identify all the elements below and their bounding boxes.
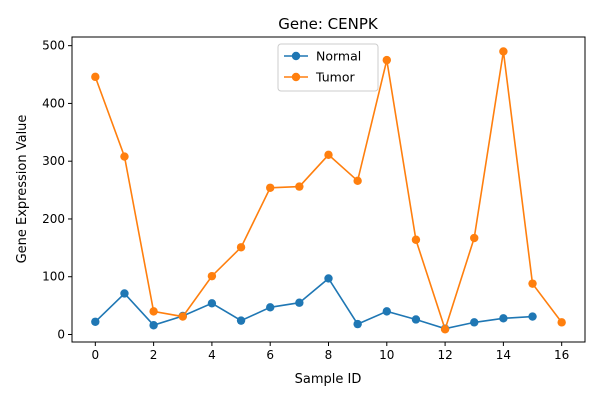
- data-point-normal: [528, 312, 537, 321]
- series-line-normal: [94, 277, 533, 330]
- y-axis-label: Gene Expression Value: [15, 115, 30, 264]
- data-point-normal: [149, 321, 158, 330]
- x-tick-label: 4: [208, 348, 216, 362]
- data-point-normal: [236, 316, 246, 325]
- x-tick-label: 14: [496, 348, 511, 362]
- data-point-normal: [266, 303, 275, 312]
- y-tick-label: 100: [42, 270, 65, 284]
- data-point-normal: [207, 299, 217, 308]
- data-point-tumor: [557, 318, 566, 327]
- y-tick-label: 500: [42, 39, 65, 53]
- data-point-tumor: [207, 271, 217, 281]
- data-point-normal: [295, 298, 304, 307]
- x-tick-label: 12: [437, 348, 452, 362]
- data-point-normal: [91, 317, 100, 326]
- data-point-tumor: [120, 152, 129, 161]
- data-point-tumor: [470, 233, 479, 243]
- x-tick-label: 10: [379, 348, 394, 362]
- data-point-tumor: [528, 279, 537, 288]
- data-point-tumor: [236, 243, 246, 252]
- y-tick-label: 200: [42, 212, 65, 226]
- y-tick-label: 400: [42, 96, 65, 110]
- x-tick-label: 8: [325, 348, 333, 362]
- data-point-tumor: [295, 182, 304, 191]
- y-tick-label: 300: [42, 154, 65, 168]
- data-point-normal: [120, 289, 129, 298]
- data-point-tumor: [324, 150, 333, 160]
- legend-marker-normal: [291, 51, 301, 61]
- data-point-tumor: [353, 176, 362, 186]
- data-point-tumor: [178, 312, 187, 321]
- x-tick-label: 16: [554, 348, 569, 362]
- data-point-tumor: [149, 307, 158, 316]
- chart-title: Gene: CENPK: [278, 15, 379, 33]
- data-point-normal: [411, 315, 421, 324]
- data-point-normal: [499, 314, 508, 323]
- data-point-normal: [470, 318, 479, 327]
- legend: Normal Tumor: [277, 43, 379, 92]
- data-point-normal: [324, 274, 333, 283]
- legend-label-normal: Normal: [316, 49, 361, 64]
- data-point-tumor: [499, 47, 508, 56]
- data-point-normal: [382, 307, 391, 316]
- legend-label-tumor: Tumor: [315, 70, 355, 85]
- data-point-tumor: [382, 55, 391, 65]
- x-axis-label: Sample ID: [295, 372, 362, 387]
- data-point-tumor: [91, 72, 100, 82]
- data-point-tumor: [266, 183, 275, 192]
- data-point-tumor: [440, 325, 450, 334]
- data-point-normal: [353, 319, 362, 329]
- data-point-tumor: [411, 235, 421, 244]
- plot-area: 0 2 4 6 8 10 12 14 16 0 100 200 300 400 500: [42, 36, 586, 362]
- legend-marker-tumor: [291, 72, 301, 82]
- y-tick-label: 0: [57, 327, 65, 341]
- x-tick-label: 0: [91, 348, 99, 362]
- x-tick-label: 2: [150, 348, 158, 362]
- x-tick-label: 6: [266, 348, 274, 362]
